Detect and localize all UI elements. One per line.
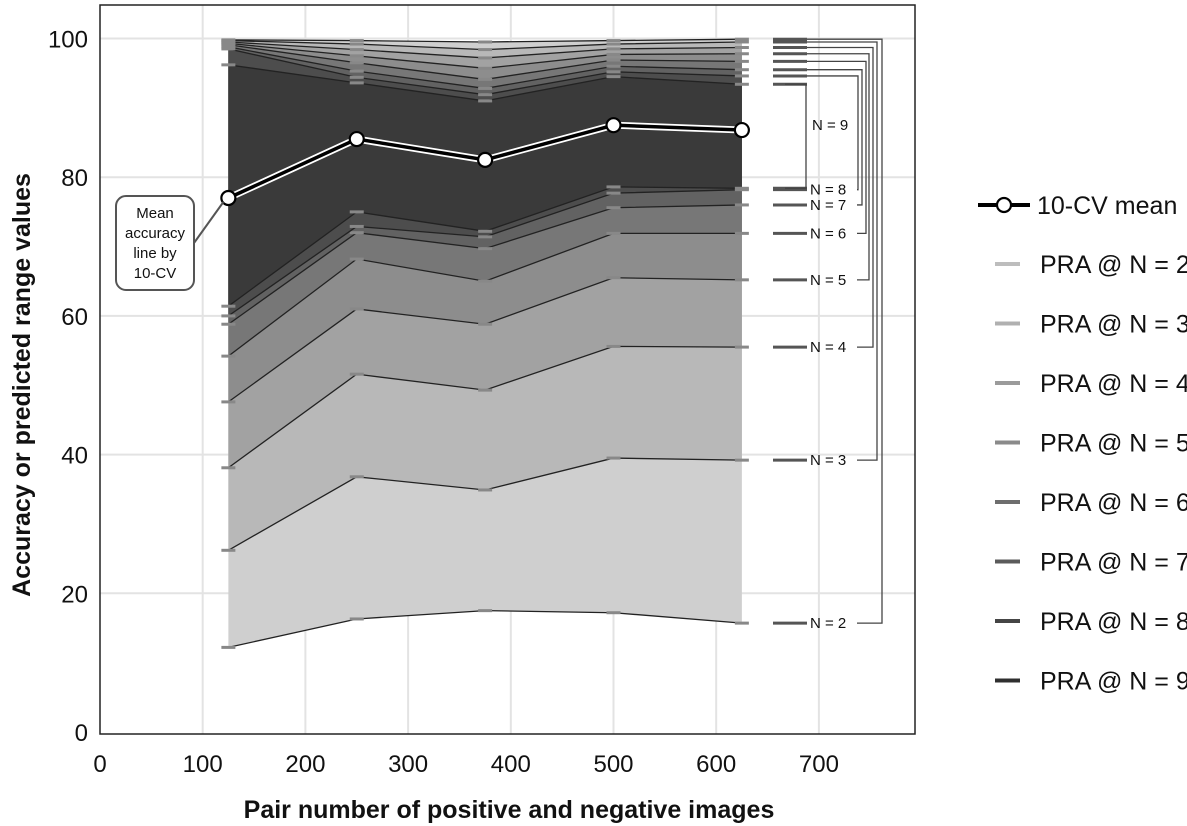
- plot-frame: [99, 4, 916, 735]
- callout-line: 10-CV: [134, 265, 177, 282]
- range-bracket-n4: [807, 46, 874, 348]
- legend-label-n5: PRA @ N = 5: [1040, 430, 1187, 458]
- legend: 10-CV mean PRA @ N = 2 PRA @ N = 3 PRA @ N …: [978, 192, 1187, 696]
- x-tick-label: 0: [93, 751, 106, 778]
- y-tick-label: 100: [48, 27, 88, 54]
- range-bracket-n5: [807, 53, 870, 281]
- range-bracket-n6: [807, 60, 867, 235]
- y-tick-label: 0: [75, 720, 88, 747]
- range-label-n8: N = 8: [810, 182, 846, 199]
- mean-callout: Mean accuracy line by 10-CV: [115, 195, 225, 291]
- legend-label-n2: PRA @ N = 2: [1040, 251, 1187, 279]
- mean-point: [733, 121, 750, 139]
- mean-point: [348, 130, 365, 148]
- x-tick-label: 600: [696, 751, 736, 778]
- legend-label-n8: PRA @ N = 8: [1040, 608, 1187, 636]
- axes: [99, 4, 916, 735]
- legend-mean-marker: [995, 196, 1013, 214]
- x-tick-label: 500: [593, 751, 633, 778]
- mean-point: [605, 117, 622, 134]
- legend-label-n6: PRA @ N = 6: [1040, 489, 1187, 517]
- callout-pointer: [193, 201, 225, 244]
- callout-line: line by: [133, 245, 177, 262]
- x-tick-label: 700: [799, 751, 839, 778]
- band-boundary-lines: [221, 37, 749, 649]
- x-tick-label: 300: [388, 751, 428, 778]
- y-axis-title: Accuracy or predicted range values: [8, 173, 36, 597]
- legend-label-n3: PRA @ N = 3: [1040, 311, 1187, 339]
- legend-label-mean: 10-CV mean: [1037, 192, 1177, 220]
- range-bracket-n2: [807, 38, 883, 624]
- callout-line: accuracy: [125, 225, 186, 242]
- range-label-n2: N = 2: [810, 615, 846, 632]
- legend-label-n9: PRA @ N = 9: [1040, 668, 1187, 696]
- mean-line-group: [220, 117, 750, 207]
- range-bracket-n7: [807, 69, 863, 206]
- y-tick-label: 80: [61, 165, 88, 192]
- y-tick-label: 60: [61, 304, 88, 331]
- x-tick-label: 400: [491, 751, 531, 778]
- range-bracket-n3: [807, 41, 878, 461]
- y-tick-label: 40: [61, 443, 88, 470]
- x-tick-label: 100: [183, 751, 223, 778]
- mean-point: [477, 151, 494, 168]
- y-tick-label: 20: [61, 581, 88, 608]
- range-label-n4: N = 4: [810, 339, 846, 356]
- tick-labels: 0 100 200 300 400 500 600 700 0 20 40 60 80 100: [48, 27, 839, 779]
- range-label-n7: N = 7: [810, 197, 846, 214]
- x-tick-label: 200: [285, 751, 325, 778]
- legend-label-n7: PRA @ N = 7: [1040, 549, 1187, 577]
- mean-point: [220, 189, 237, 207]
- range-label-n3: N = 3: [810, 452, 846, 469]
- x-axis-title: Pair number of positive and negative ima…: [244, 796, 775, 824]
- range-bracket-n8: [807, 75, 859, 191]
- range-bracket-group: N = 2 N = 3 N = 4 N = 5 N = 6 N = 7N = 8 N = 9: [773, 37, 883, 632]
- range-label-n9: N = 9: [812, 117, 848, 134]
- range-bracket-n9: [785, 83, 807, 189]
- callout-line: Mean: [136, 205, 174, 222]
- legend-label-n4: PRA @ N = 4: [1040, 370, 1187, 398]
- range-label-n5: N = 5: [810, 272, 846, 289]
- range-label-n6: N = 6: [810, 225, 846, 242]
